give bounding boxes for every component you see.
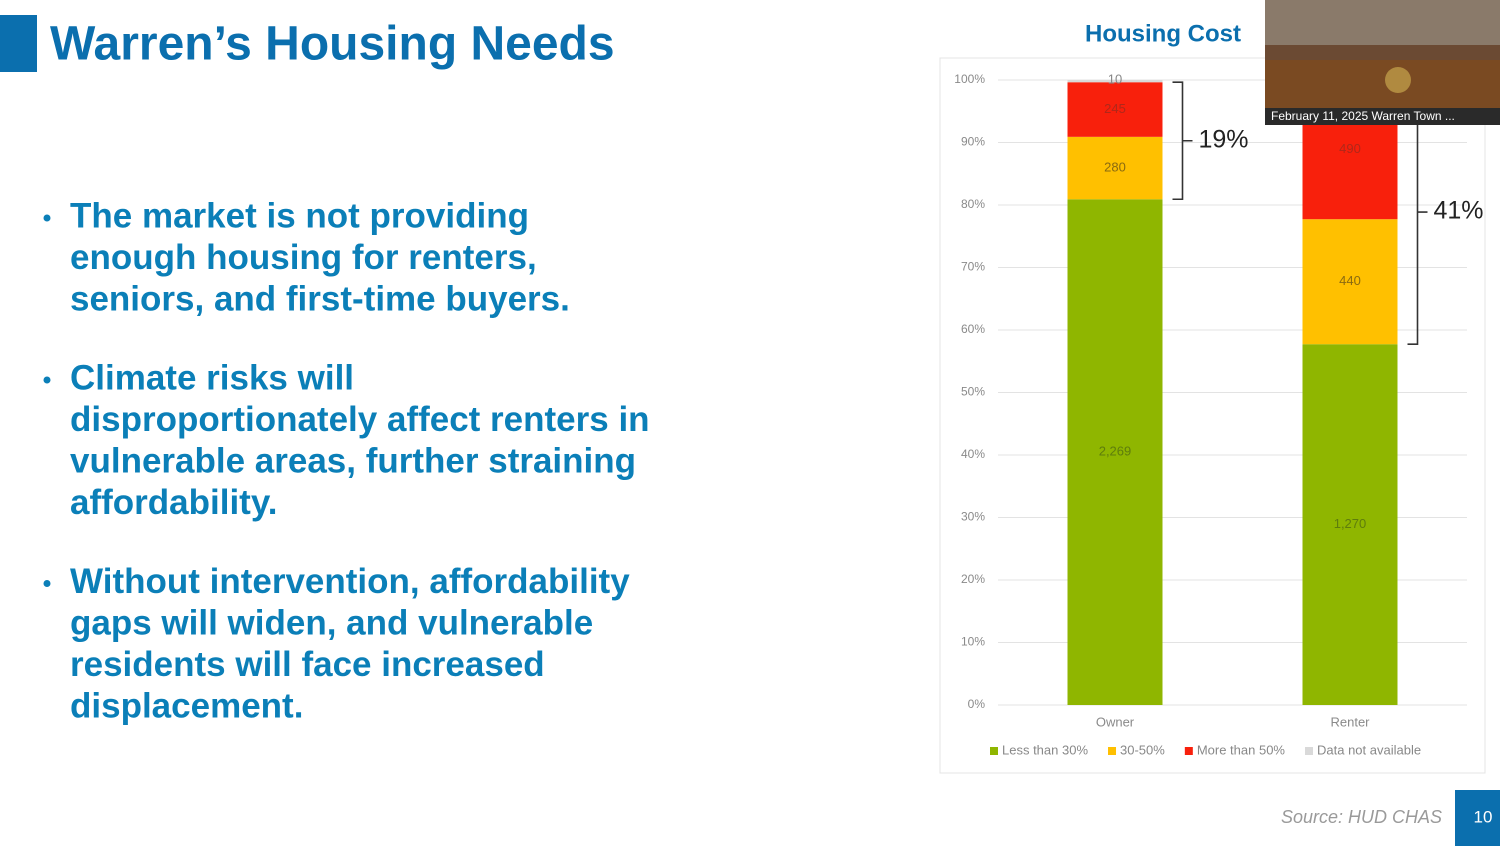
y-tick-label: 80%	[961, 197, 985, 211]
x-tick-label: Owner	[1096, 714, 1135, 729]
video-caption-bar	[1265, 108, 1500, 125]
y-tick-label: 40%	[961, 447, 985, 461]
bullet-text: gaps will widen, and vulnerable	[70, 603, 593, 642]
chart-frame	[939, 57, 1486, 774]
bullet-dot	[43, 376, 51, 384]
bullet-text: disproportionately affect renters in	[70, 400, 650, 439]
legend-swatch	[1184, 747, 1193, 755]
legend-label: Less than 30%	[1002, 742, 1088, 757]
page-number: 10	[1474, 807, 1493, 826]
video-caption: February 11, 2025 Warren Town ...	[1271, 109, 1455, 123]
bar-segment	[1067, 136, 1163, 200]
legend-swatch	[990, 747, 998, 755]
y-tick-label: 50%	[961, 385, 985, 399]
source: Source: HUD CHAS	[1281, 807, 1442, 827]
y-tick-label: 70%	[961, 260, 985, 274]
bullet-text: Without intervention, affordability	[70, 562, 630, 601]
bar-segment	[1067, 80, 1163, 83]
data-label: 280	[1104, 159, 1126, 174]
data-label: 2,269	[1099, 444, 1132, 459]
data-label: 245	[1104, 101, 1126, 116]
slide-title: Warren’s Housing Needs	[50, 18, 615, 71]
y-tick-label: 60%	[961, 322, 985, 336]
data-label: 1,270	[1334, 516, 1367, 531]
bullet-dot	[43, 580, 51, 587]
bullet-text: enough housing for renters,	[70, 238, 537, 277]
video-desk	[1265, 60, 1500, 110]
bullet-text: affordability.	[70, 483, 277, 522]
legend-label: Data not available	[1317, 742, 1421, 757]
annotation: 19%	[1199, 125, 1249, 153]
bullet-text: The market is not providing	[70, 196, 529, 235]
y-tick-label: 90%	[961, 135, 985, 149]
y-tick-label: 30%	[961, 510, 985, 524]
bullet-text: vulnerable areas, further straining	[70, 441, 636, 480]
video-wall	[1265, 0, 1500, 45]
video-overlay: February 11, 2025 Warren Town ...	[1265, 0, 1500, 125]
x-tick-label: Renter	[1330, 714, 1370, 729]
legend-swatch	[1108, 747, 1117, 755]
video-seal	[1385, 67, 1411, 93]
bullet-text: residents will face increased	[70, 645, 545, 684]
y-tick-label: 10%	[961, 635, 985, 649]
data-label: 10	[1108, 71, 1122, 86]
title-marker	[0, 15, 37, 72]
legend-swatch	[1305, 747, 1313, 755]
bracket	[1172, 81, 1193, 201]
bullet-text: Climate risks will	[70, 358, 354, 397]
bar-segment	[1067, 82, 1163, 137]
legend-label: More than 50%	[1197, 742, 1286, 757]
annotation: 41%	[1434, 197, 1484, 225]
bar-segment	[1302, 344, 1398, 705]
y-tick-label: 100%	[954, 72, 985, 86]
legend-label: 30-50%	[1120, 742, 1165, 757]
bullet-text: displacement.	[70, 686, 303, 725]
data-label: 490	[1339, 141, 1361, 156]
page-number-box	[1455, 790, 1500, 846]
data-label: 440	[1339, 273, 1361, 288]
y-tick-label: 0%	[968, 697, 986, 711]
y-tick-label: 20%	[961, 572, 985, 586]
chart-title: Housing Cost	[1085, 20, 1241, 47]
bullet-text: seniors, and first-time buyers.	[70, 279, 570, 318]
bar-segment	[1067, 199, 1163, 706]
bar-segment	[1302, 219, 1398, 345]
bullet-dot	[43, 214, 51, 222]
